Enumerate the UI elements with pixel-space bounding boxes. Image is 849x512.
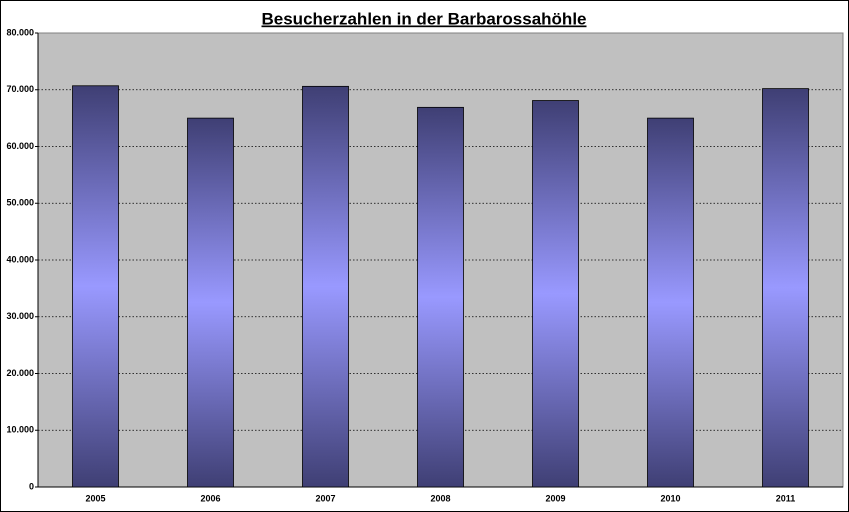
y-tick-label: 30.000 xyxy=(6,311,34,321)
x-tick-label: 2005 xyxy=(85,493,105,503)
bar xyxy=(187,117,234,488)
y-tick-label: 50.000 xyxy=(6,198,34,208)
y-tick-label: 70.000 xyxy=(6,84,34,94)
y-tick-label: 0 xyxy=(29,481,34,491)
x-tick-label: 2007 xyxy=(315,493,335,503)
y-tick-label: 60.000 xyxy=(6,141,34,151)
bar xyxy=(532,100,579,488)
x-tick-label: 2009 xyxy=(545,493,565,503)
y-tick-label: 20.000 xyxy=(6,368,34,378)
bar xyxy=(762,88,809,488)
bar xyxy=(72,85,119,488)
x-tick-label: 2011 xyxy=(776,493,796,503)
x-tick-label: 2008 xyxy=(430,493,450,503)
bar xyxy=(302,85,349,488)
chart-title: Besucherzahlen in der Barbarossahöhle xyxy=(262,9,587,28)
x-tick-label: 2010 xyxy=(660,493,680,503)
y-tick-label: 40.000 xyxy=(6,254,34,264)
y-tick-label: 10.000 xyxy=(6,425,34,435)
bar xyxy=(417,106,464,488)
x-tick-label: 2006 xyxy=(200,493,220,503)
y-tick-label: 80.000 xyxy=(6,27,34,37)
bar xyxy=(647,117,694,488)
